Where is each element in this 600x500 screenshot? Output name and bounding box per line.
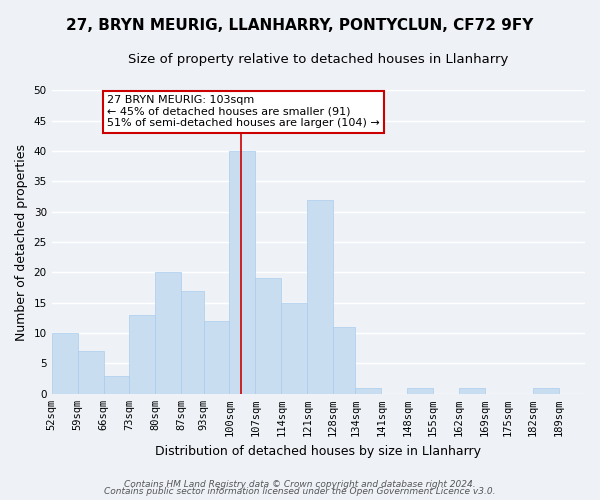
Bar bbox=[307, 200, 333, 394]
Bar bbox=[155, 272, 181, 394]
Bar bbox=[181, 290, 203, 394]
Bar bbox=[407, 388, 433, 394]
Bar bbox=[533, 388, 559, 394]
Bar bbox=[104, 376, 130, 394]
Bar bbox=[281, 302, 307, 394]
Y-axis label: Number of detached properties: Number of detached properties bbox=[15, 144, 28, 340]
Bar bbox=[355, 388, 381, 394]
Bar bbox=[203, 321, 229, 394]
Text: 27, BRYN MEURIG, LLANHARRY, PONTYCLUN, CF72 9FY: 27, BRYN MEURIG, LLANHARRY, PONTYCLUN, C… bbox=[67, 18, 533, 32]
Text: 27 BRYN MEURIG: 103sqm
← 45% of detached houses are smaller (91)
51% of semi-det: 27 BRYN MEURIG: 103sqm ← 45% of detached… bbox=[107, 95, 380, 128]
Bar bbox=[256, 278, 281, 394]
Bar bbox=[52, 333, 77, 394]
Text: Contains HM Land Registry data © Crown copyright and database right 2024.: Contains HM Land Registry data © Crown c… bbox=[124, 480, 476, 489]
Bar bbox=[77, 352, 104, 394]
Title: Size of property relative to detached houses in Llanharry: Size of property relative to detached ho… bbox=[128, 52, 509, 66]
Bar bbox=[130, 315, 155, 394]
Text: Contains public sector information licensed under the Open Government Licence v3: Contains public sector information licen… bbox=[104, 487, 496, 496]
X-axis label: Distribution of detached houses by size in Llanharry: Distribution of detached houses by size … bbox=[155, 444, 481, 458]
Bar bbox=[459, 388, 485, 394]
Bar bbox=[333, 327, 355, 394]
Bar bbox=[229, 151, 256, 394]
